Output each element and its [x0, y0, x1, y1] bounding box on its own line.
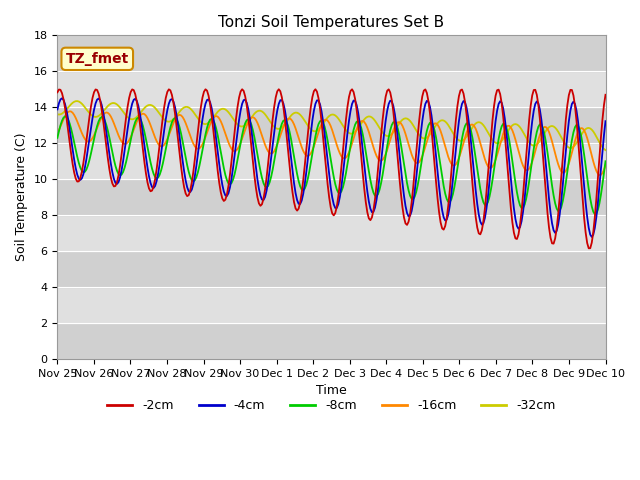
Bar	[58, 72, 605, 107]
Bar	[58, 287, 605, 323]
Bar	[58, 179, 605, 215]
Legend: -2cm, -4cm, -8cm, -16cm, -32cm: -2cm, -4cm, -8cm, -16cm, -32cm	[102, 395, 561, 418]
X-axis label: Time: Time	[316, 384, 347, 397]
Bar	[58, 36, 605, 72]
Text: TZ_fmet: TZ_fmet	[66, 52, 129, 66]
Bar	[58, 107, 605, 143]
Bar	[58, 143, 605, 179]
Bar	[58, 215, 605, 251]
Bar	[58, 251, 605, 287]
Y-axis label: Soil Temperature (C): Soil Temperature (C)	[15, 133, 28, 262]
Title: Tonzi Soil Temperatures Set B: Tonzi Soil Temperatures Set B	[218, 15, 445, 30]
Bar	[58, 323, 605, 359]
